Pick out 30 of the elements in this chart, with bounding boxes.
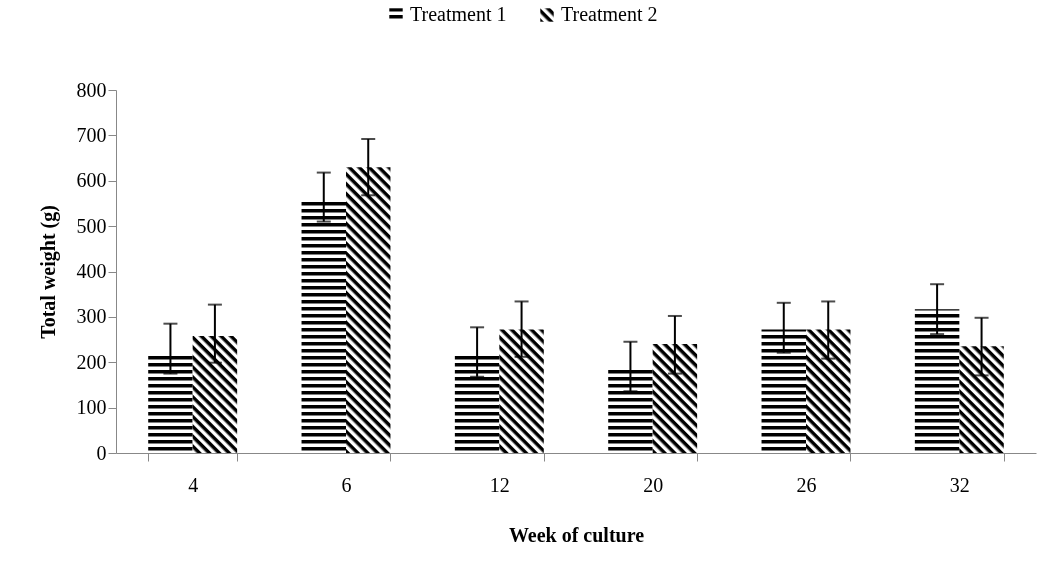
bar [806,329,851,453]
legend-label: Treatment 1 [410,3,507,25]
x-axis-title: Week of culture [508,523,645,546]
bar [608,369,653,453]
y-axis-title: Total weight (g) [36,205,60,339]
bar [959,346,1004,453]
y-tick-label: 700 [76,123,107,146]
x-tick-label: 6 [341,473,352,496]
x-tick-label: 4 [188,473,199,496]
bar [761,329,806,453]
x-tick-label: 32 [949,473,970,496]
y-tick-label: 300 [76,305,107,328]
y-tick-label: 0 [96,441,107,464]
bar [192,335,238,453]
bar [148,353,193,453]
y-tick-label: 600 [76,169,107,192]
x-tick-label: 26 [796,473,817,496]
y-tick-label: 500 [76,214,107,237]
y-tick-label: 400 [76,260,107,282]
bar [346,167,391,453]
bar [499,329,544,453]
x-tick-label: 12 [489,473,510,496]
bar [454,353,500,453]
bar [652,344,698,453]
y-tick-label: 100 [76,396,107,419]
legend-label: Treatment 2 [561,3,658,25]
x-tick-label: 20 [643,473,664,496]
bar [914,309,960,453]
y-tick-label: 800 [76,78,107,101]
y-tick-label: 200 [76,350,107,373]
